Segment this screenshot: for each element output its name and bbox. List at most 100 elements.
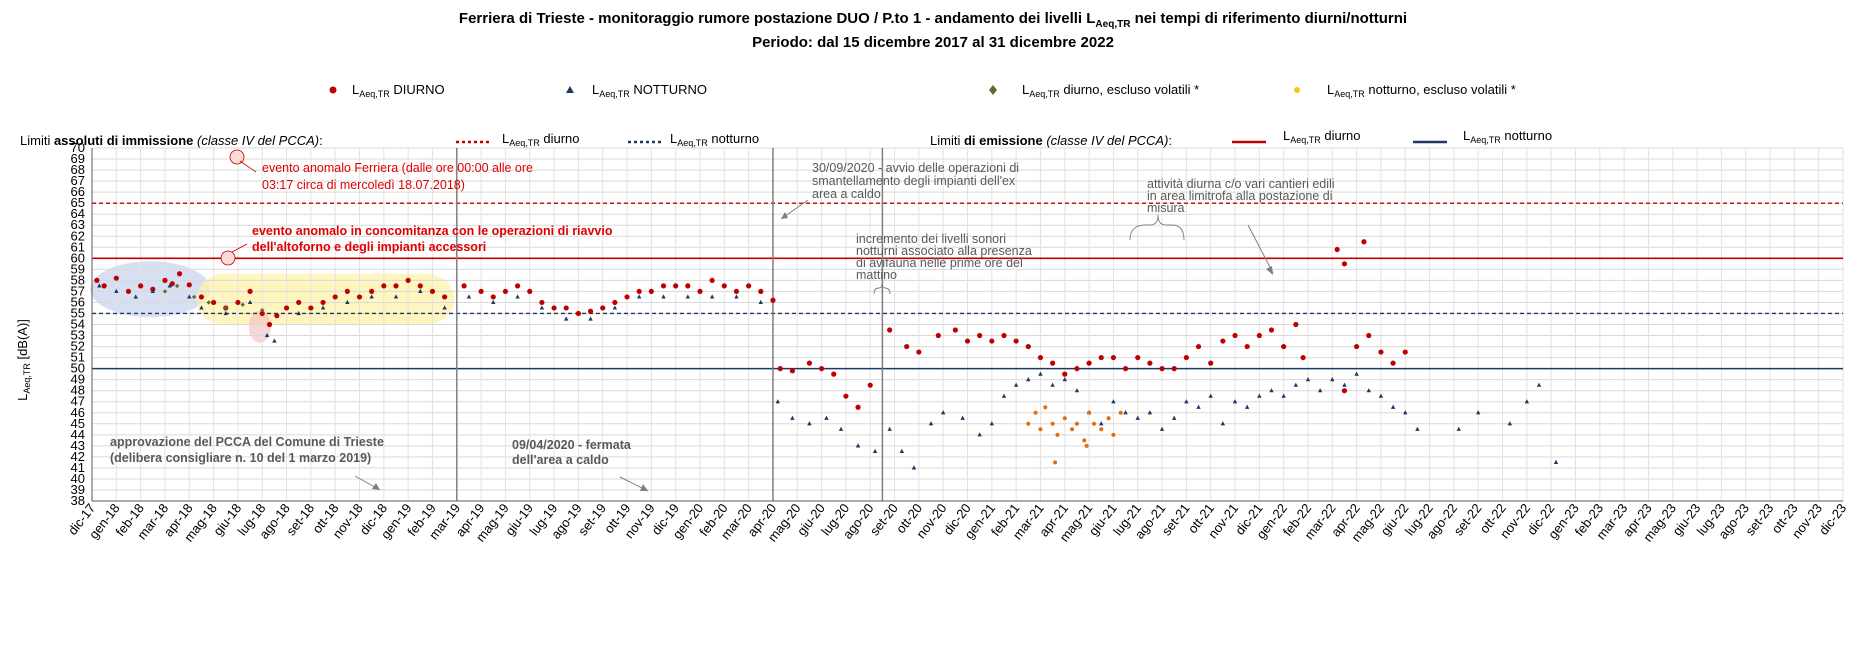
data-point <box>101 283 107 289</box>
data-point <box>240 302 245 307</box>
data-point <box>940 410 946 415</box>
data-point <box>977 432 982 437</box>
y-tick-label: 46 <box>71 405 85 420</box>
data-point <box>186 282 192 288</box>
vertical-markers <box>456 148 884 501</box>
data-point <box>461 283 467 289</box>
data-point <box>1111 432 1116 437</box>
data-point <box>514 283 521 289</box>
data-point <box>746 283 752 289</box>
data-point <box>1070 427 1075 432</box>
data-point <box>167 283 173 288</box>
y-tick-label: 69 <box>71 151 85 166</box>
y-tick-label: 42 <box>71 449 85 464</box>
svg-text:(delibera consigliare n. 10 de: (delibera consigliare n. 10 del 1 marzo … <box>110 451 371 465</box>
data-point <box>320 305 326 310</box>
annotations: evento anomalo Ferriera (dalle ore 00:00… <box>110 149 1335 492</box>
highlight-yellow <box>196 273 455 325</box>
data-point <box>636 294 642 299</box>
data-point <box>600 305 606 311</box>
data-point <box>247 299 253 305</box>
data-point <box>1053 460 1058 465</box>
data-point <box>806 360 813 366</box>
data-point <box>1084 443 1089 448</box>
annotation-ferriera: evento anomalo Ferriera (dalle ore 00:00… <box>229 149 533 192</box>
data-point <box>169 281 175 287</box>
data-point <box>1366 388 1371 393</box>
svg-text:notturni associato alla presen: notturni associato alla presenza <box>856 244 1032 258</box>
data-point <box>709 277 715 283</box>
data-point <box>1334 246 1340 253</box>
data-point <box>490 294 496 300</box>
svg-text:approvazione del PCCA del Comu: approvazione del PCCA del Comune di Trie… <box>110 435 384 449</box>
y-tick-label: 53 <box>71 328 85 343</box>
data-point <box>356 294 363 300</box>
data-point <box>1268 327 1275 333</box>
data-point <box>260 307 265 313</box>
data-point <box>235 299 241 306</box>
limits-legend: Limiti assoluti di immissione (classe IV… <box>20 128 1552 148</box>
svg-text:LAeq,TR diurno: LAeq,TR diurno <box>1283 128 1361 145</box>
data-point <box>1106 416 1111 421</box>
data-point <box>97 283 102 288</box>
data-point <box>709 294 715 299</box>
annotation-riavvio: evento anomalo in concomitanza con le op… <box>220 224 613 266</box>
data-point <box>1354 371 1359 376</box>
data-point <box>952 327 958 333</box>
svg-text:area a caldo: area a caldo <box>812 187 881 201</box>
data-point <box>721 283 727 289</box>
y-tick-label: 63 <box>71 217 85 232</box>
y-tick-label: 68 <box>71 162 85 177</box>
data-point <box>673 283 679 289</box>
data-point <box>405 277 411 283</box>
limit-lines <box>92 202 1843 370</box>
data-point <box>1195 343 1202 350</box>
limits-immissione-label: Limiti assoluti di immissione (classe IV… <box>20 133 323 148</box>
data-point <box>831 371 837 377</box>
data-point <box>150 288 155 294</box>
svg-text:LAeq,TR DIURNO: LAeq,TR DIURNO <box>352 82 445 99</box>
data-point <box>369 288 375 295</box>
data-point <box>176 271 183 277</box>
svg-text:LAeq,TR notturno, escluso vol: LAeq,TR notturno, escluso volatili * <box>1327 82 1516 99</box>
data-point <box>1300 354 1306 361</box>
data-point <box>1244 343 1250 350</box>
data-point <box>187 294 192 299</box>
y-tick-label: 40 <box>71 471 85 486</box>
data-point <box>777 366 783 372</box>
data-point <box>1118 410 1123 415</box>
data-point <box>1257 393 1262 398</box>
data-point <box>1220 338 1226 344</box>
data-point <box>1098 354 1104 361</box>
data-point <box>1244 404 1250 409</box>
data-point <box>162 289 168 294</box>
y-tick-label: 58 <box>71 272 85 287</box>
data-point <box>1196 404 1201 409</box>
data-point <box>272 338 277 343</box>
data-point <box>527 288 533 295</box>
chart-subtitle: Periodo: dal 15 dicembre 2017 al 31 dice… <box>752 34 1114 51</box>
y-tick-label: 70 <box>71 140 85 155</box>
data-point <box>1074 366 1080 372</box>
data-point <box>1183 354 1189 361</box>
data-point <box>1232 332 1238 339</box>
data-point <box>1208 393 1213 398</box>
data-point <box>855 443 861 448</box>
data-point <box>1317 388 1323 393</box>
y-tick-label: 54 <box>71 317 85 332</box>
y-tick-label: 39 <box>71 482 85 497</box>
data-point <box>685 283 691 289</box>
data-point <box>824 415 829 420</box>
data-point <box>1147 410 1153 415</box>
data-point <box>442 305 447 310</box>
data-point <box>1256 332 1262 339</box>
data-point <box>1171 366 1177 372</box>
data-point <box>1074 388 1080 393</box>
y-tick-label: 43 <box>71 438 85 453</box>
svg-text:evento anomalo in concomitanza: evento anomalo in concomitanza con le op… <box>252 224 613 238</box>
y-tick-label: 41 <box>71 460 85 475</box>
data-point <box>133 294 138 299</box>
data-point <box>1026 377 1031 382</box>
data-point <box>296 299 302 306</box>
